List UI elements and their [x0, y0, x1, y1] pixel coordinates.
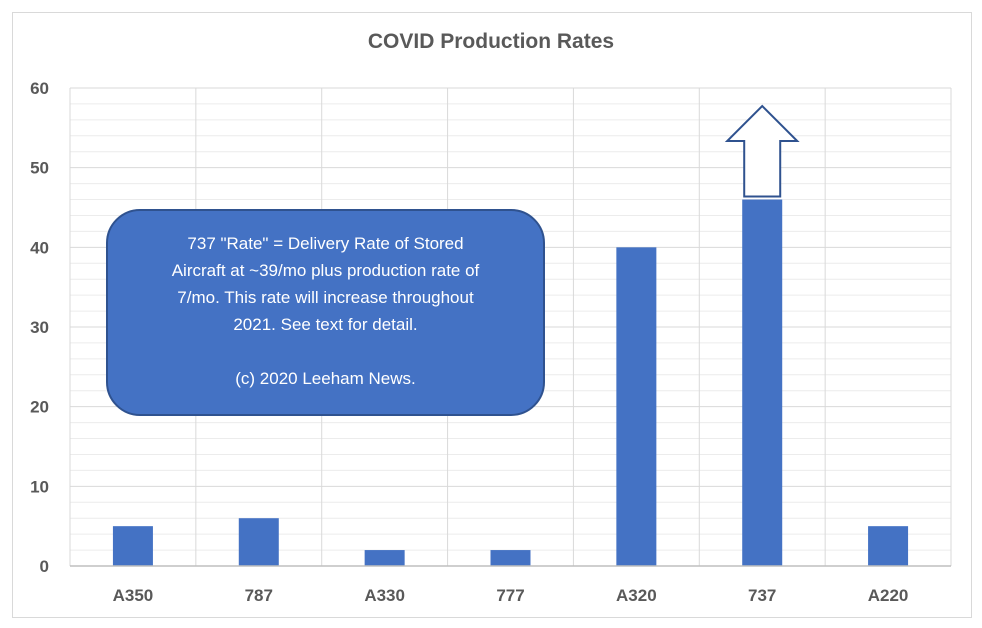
tick-labels: 0 10 20 30 40 50 60 A350 787 A330 777 A320 737 A220	[30, 79, 908, 605]
y-tick-label: 30	[30, 318, 49, 337]
chart-title: COVID Production Rates	[367, 30, 615, 53]
bar-A350	[112, 526, 153, 566]
annotation-credit: (c) 2020 Leeham News.	[235, 369, 416, 388]
annotation-line-4: 2021. See text for detail.	[233, 315, 418, 334]
up-arrow-icon	[724, 104, 800, 198]
y-tick-label: 60	[30, 79, 49, 98]
x-tick-label: A220	[868, 586, 909, 605]
x-tick-label: A320	[616, 586, 657, 605]
bar-A220	[868, 526, 909, 566]
bars	[112, 199, 909, 567]
annotation-line-2: Aircraft at ~39/mo plus production rate …	[171, 261, 480, 280]
y-tick-label: 10	[30, 477, 49, 496]
bar-A320	[616, 247, 657, 567]
annotation-callout: 737 "Rate" = Delivery Rate of Stored Air…	[106, 209, 545, 416]
bar-787	[238, 518, 279, 566]
x-tick-label: 777	[496, 586, 524, 605]
bar-A330	[364, 550, 405, 566]
y-tick-label: 50	[30, 159, 49, 178]
y-tick-label: 20	[30, 398, 49, 417]
y-tick-label: 0	[40, 557, 49, 576]
x-tick-label: 787	[245, 586, 273, 605]
y-tick-label: 40	[30, 238, 49, 257]
bar-737	[742, 199, 783, 567]
annotation-arrow	[724, 104, 800, 198]
bar-777	[490, 550, 531, 566]
annotation-line-3: 7/mo. This rate will increase throughout	[177, 288, 474, 307]
x-tick-label: A350	[113, 586, 154, 605]
x-tick-label: A330	[364, 586, 405, 605]
annotation-line-1: 737 "Rate" = Delivery Rate of Stored	[187, 234, 464, 253]
x-tick-label: 737	[748, 586, 776, 605]
